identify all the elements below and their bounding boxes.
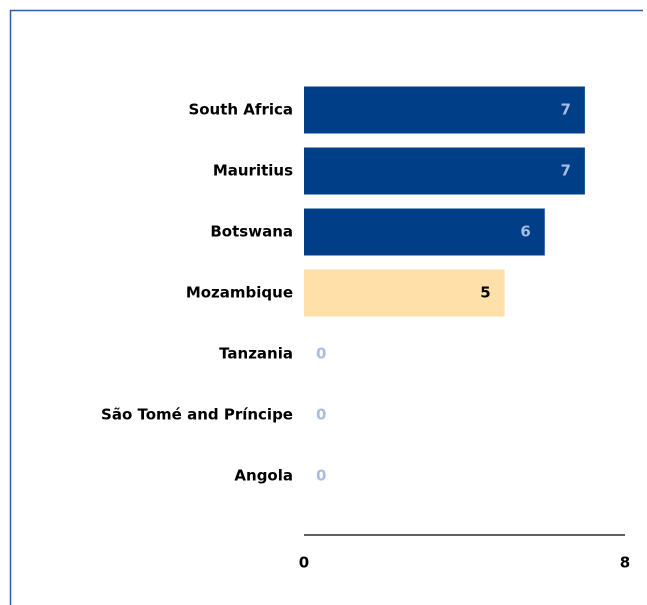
value-label: 0 (316, 467, 326, 485)
value-label: 7 (560, 101, 570, 119)
bar (304, 269, 505, 317)
y-tick-label: Botswana (210, 223, 293, 241)
value-label: 5 (480, 284, 490, 302)
x-tick-label: 0 (299, 554, 309, 572)
value-label: 7 (560, 162, 570, 180)
x-tick-label: 8 (620, 554, 630, 572)
y-tick-label: Mozambique (186, 284, 293, 302)
y-tick-label: South Africa (188, 101, 293, 119)
y-tick-label: Angola (234, 467, 293, 485)
bar (304, 86, 585, 134)
value-label: 6 (520, 223, 530, 241)
value-label: 0 (316, 406, 326, 424)
bar (304, 208, 545, 256)
frame (9, 9, 643, 605)
value-label: 0 (316, 345, 326, 363)
y-tick-label: Mauritius (213, 162, 293, 180)
bar (304, 147, 585, 195)
y-tick-label: São Tomé and Príncipe (101, 406, 293, 424)
y-tick-label: Tanzania (219, 345, 293, 363)
